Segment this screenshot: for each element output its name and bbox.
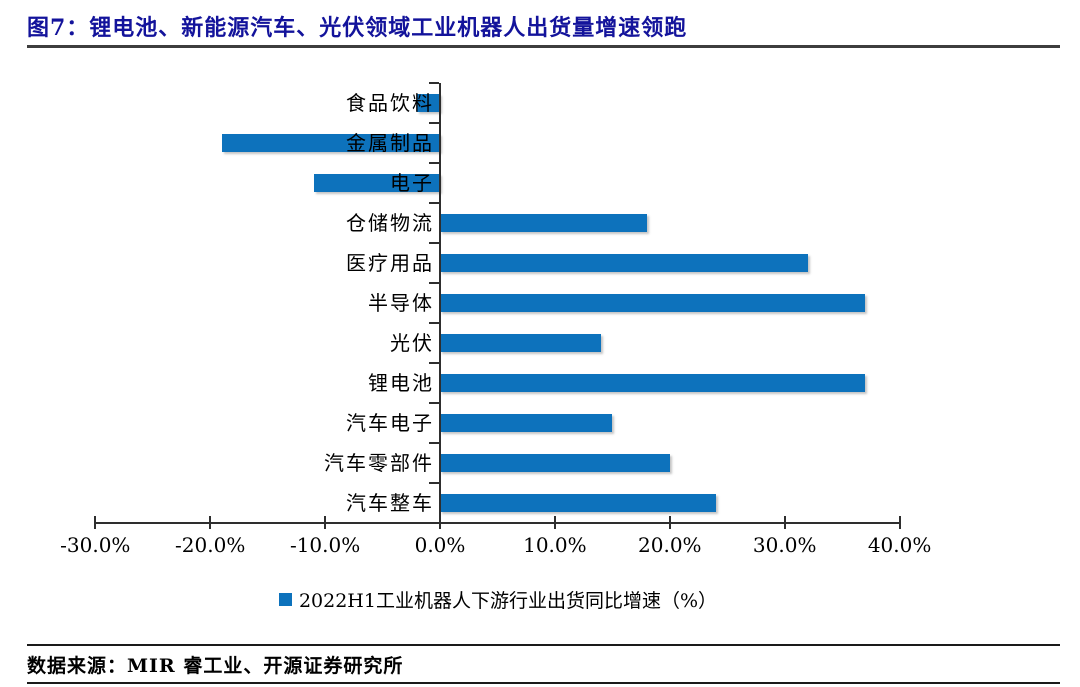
x-axis-label: -10.0% [289, 533, 361, 557]
bar [440, 334, 601, 352]
data-source: 数据来源：MIR 睿工业、开源证券研究所 [27, 655, 404, 677]
x-axis-tick [783, 516, 786, 529]
figure-title: 图7：锂电池、新能源汽车、光伏领域工业机器人出货量增速领跑 [27, 15, 688, 41]
category-label: 光伏 [390, 331, 434, 355]
bar [417, 94, 440, 112]
category-label: 医疗用品 [346, 251, 434, 275]
category-label: 电子 [390, 171, 434, 195]
category-label: 锂电池 [368, 371, 434, 395]
category-label: 仓储物流 [346, 211, 434, 235]
title-divider [27, 45, 1060, 48]
x-axis-tick [324, 516, 327, 529]
category-label: 食品饮料 [346, 91, 434, 115]
bar [440, 254, 808, 272]
x-axis-tick [668, 516, 671, 529]
x-axis-line [95, 522, 900, 524]
category-label: 半导体 [368, 291, 434, 315]
category-axis-tick [429, 202, 439, 204]
category-axis-tick [429, 242, 439, 244]
category-label: 汽车整车 [346, 491, 434, 515]
category-axis-tick [429, 82, 439, 84]
category-label: 金属制品 [346, 131, 434, 155]
bar [313, 174, 440, 192]
x-axis-tick [553, 516, 556, 529]
x-axis-label: 10.0% [523, 533, 587, 557]
chart-legend: 2022H1工业机器人下游行业出货同比增速（%） [95, 585, 901, 613]
x-axis-label: 40.0% [867, 533, 932, 557]
category-axis-tick [429, 162, 439, 164]
x-axis-tick [439, 516, 441, 529]
value-axis-line [439, 83, 441, 524]
category-label: 汽车电子 [346, 411, 434, 435]
x-axis-label: -20.0% [175, 533, 246, 557]
category-axis-tick [429, 122, 439, 124]
category-axis-tick [429, 282, 439, 284]
category-axis-tick [429, 362, 439, 364]
category-axis-tick [429, 322, 439, 324]
x-axis-tick [209, 516, 212, 529]
x-axis-label: 30.0% [752, 533, 817, 557]
x-axis-label: 0.0% [414, 533, 466, 557]
x-axis-label: 20.0% [638, 533, 702, 557]
x-axis-label: -30.0% [60, 533, 131, 557]
category-axis-tick [429, 402, 439, 404]
bar [440, 294, 866, 312]
bar [440, 414, 613, 432]
footer-divider-bottom [27, 682, 1060, 684]
bar [221, 134, 440, 152]
bar [440, 494, 716, 512]
x-axis-tick [94, 516, 97, 529]
legend-label: 2022H1工业机器人下游行业出货同比增速（%） [298, 589, 718, 612]
category-axis-tick [429, 482, 439, 484]
x-axis-tick [898, 516, 901, 529]
bar [440, 214, 647, 232]
category-axis-tick [429, 442, 439, 444]
category-label: 汽车零部件 [324, 451, 434, 475]
legend-swatch [278, 592, 292, 606]
bar [440, 374, 866, 392]
bar [440, 454, 670, 472]
footer-divider-top [27, 644, 1060, 646]
